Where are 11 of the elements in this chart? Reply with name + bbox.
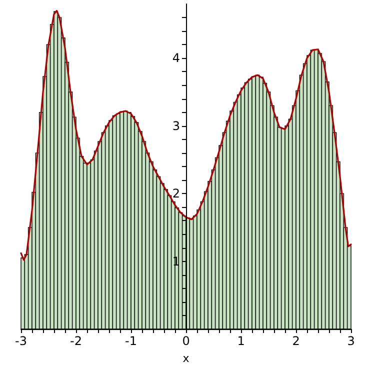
y-tick-label: 3 (172, 118, 180, 133)
x-tick-label: -3 (15, 334, 27, 348)
x-tick-label: -1 (125, 334, 137, 348)
x-tick-label: 3 (347, 334, 355, 348)
x-tick-label: 0 (182, 334, 190, 348)
y-tick-label: 4 (172, 51, 180, 66)
x-tick-label: 2 (292, 334, 300, 348)
y-tick-label: 2 (172, 186, 180, 201)
x-axis-title: x (182, 352, 190, 365)
x-tick-label: -2 (70, 334, 82, 348)
x-tick-label: 1 (237, 334, 245, 348)
